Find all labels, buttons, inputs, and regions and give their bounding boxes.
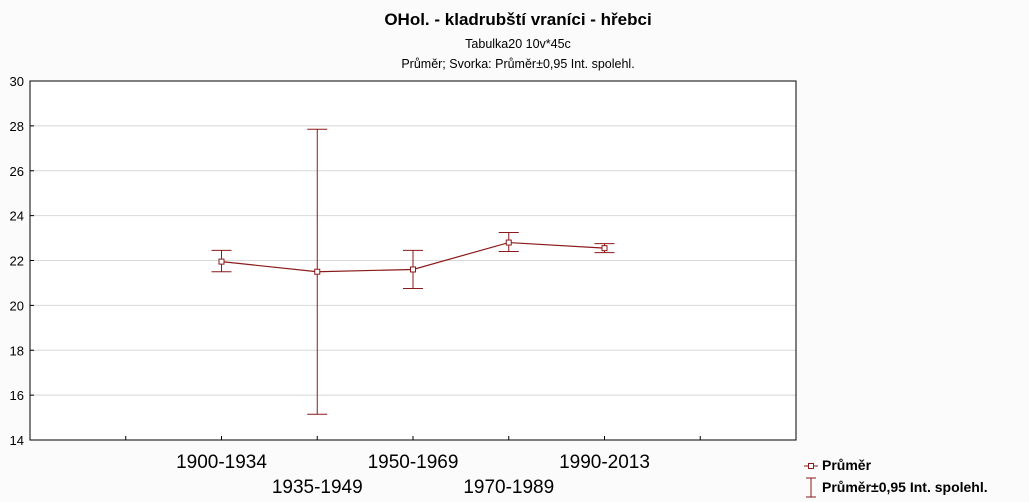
x-axis-ticks (125, 436, 701, 440)
y-tick-label: 24 (10, 209, 24, 224)
x-tick-label: 1900-1934 (176, 452, 267, 473)
chart-subtitle: Tabulka20 10v*45c (465, 37, 571, 51)
y-tick-label: 22 (10, 254, 24, 269)
legend: Průměr Průměr±0,95 Int. spolehl. (804, 457, 988, 498)
data-point (601, 245, 608, 252)
y-tick-label: 30 (10, 74, 24, 89)
gridlines (30, 80, 796, 441)
chart-title: OHol. - kladrubští vraníci - hřebci (384, 10, 651, 29)
y-tick-label: 26 (10, 164, 24, 179)
legend-ci-label: Průměr±0,95 Int. spolehl. (822, 479, 988, 495)
y-tick-label: 16 (10, 388, 24, 403)
legend-mean-marker (808, 463, 814, 469)
x-tick-label: 1990-2013 (559, 452, 650, 473)
x-tick-label: 1935-1949 (272, 477, 363, 498)
data-point (410, 266, 416, 273)
y-tick-label: 20 (10, 298, 24, 313)
legend-mean-label: Průměr (822, 457, 872, 473)
x-axis-labels: 1900-19341935-19491950-19691970-19891990… (176, 452, 650, 498)
data-point (218, 258, 225, 265)
chart-subtitle-2: Průměr; Svorka: Průměr±0,95 Int. spolehl… (401, 57, 634, 71)
x-tick-label: 1970-1989 (463, 477, 554, 498)
y-tick-label: 14 (10, 433, 24, 448)
y-tick-label: 18 (10, 343, 24, 358)
y-axis-labels: 14 16 18 20 22 24 26 28 30 (10, 74, 24, 448)
x-tick-label: 1950-1969 (368, 452, 459, 473)
data-point (505, 239, 512, 246)
y-tick-label: 28 (10, 119, 24, 134)
plot-frame (29, 80, 797, 441)
series-group (211, 128, 615, 415)
data-point (314, 268, 321, 275)
